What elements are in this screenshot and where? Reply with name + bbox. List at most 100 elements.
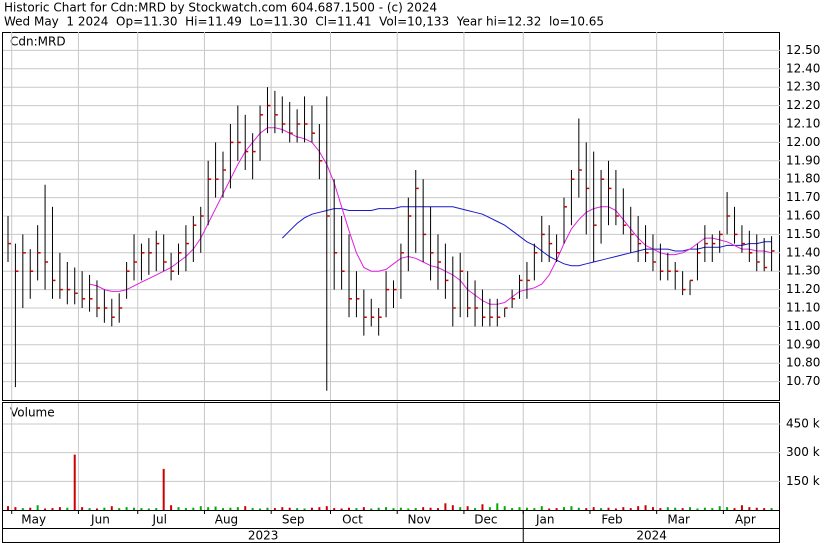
volume-bar (214, 506, 217, 510)
volume-bar (355, 508, 358, 510)
volume-bar (429, 507, 432, 510)
volume-bar (58, 507, 61, 510)
volume-bar (511, 508, 514, 510)
volume-bar (503, 506, 506, 510)
x-tick-label: Feb (601, 513, 622, 527)
volume-bar (325, 506, 328, 510)
volume-bar (577, 507, 580, 510)
volume-bar (770, 508, 773, 510)
y-tick-label: 12.40 (786, 61, 820, 75)
y-tick-label: 12.00 (786, 135, 820, 149)
volume-bar (88, 508, 91, 510)
y2-tick-label: 450 k (786, 417, 820, 431)
volume-bar (303, 508, 306, 510)
x-tick-label: Nov (407, 513, 430, 527)
volume-bar (414, 508, 417, 510)
volume-bar (273, 508, 276, 510)
volume-bar (310, 507, 313, 510)
volume-bar (140, 508, 143, 510)
x-tick-label: Jun (90, 513, 110, 527)
volume-bar (207, 507, 210, 510)
x-tick-label: Oct (342, 513, 363, 527)
volume-bar (459, 507, 462, 510)
y2-tick-label: 150 k (786, 474, 820, 488)
volume-bar (659, 508, 662, 510)
volume-bar (555, 508, 558, 510)
x-tick-label: Aug (215, 513, 238, 527)
volume-bar (14, 507, 17, 510)
volume-bar (681, 508, 684, 510)
volume-bar (674, 507, 677, 510)
volume-bar (422, 507, 425, 510)
volume-bar (221, 508, 224, 510)
volume-bar (81, 507, 84, 510)
volume-bar (585, 508, 588, 510)
volume-bar (703, 507, 706, 510)
volume-bar (103, 507, 106, 510)
volume-bar (184, 508, 187, 510)
volume-bar (563, 507, 566, 510)
year-label: 2023 (248, 529, 279, 543)
volume-bar (29, 507, 32, 510)
volume-bar (518, 507, 521, 510)
volume-bar (36, 505, 39, 510)
volume-bar (44, 508, 47, 510)
volume-bar (533, 508, 536, 510)
volume-bar (333, 508, 336, 510)
volume-bar (666, 507, 669, 510)
volume-bar (488, 507, 491, 510)
volume-bar (51, 508, 54, 510)
volume-bar (763, 508, 766, 510)
volume-bar (607, 507, 610, 510)
volume-bar (399, 507, 402, 510)
volume-bar (570, 506, 573, 510)
volume-bar (540, 506, 543, 510)
volume-bar (66, 507, 69, 510)
x-tick-label: Sep (282, 513, 305, 527)
x-tick-label: Dec (474, 513, 497, 527)
x-tick-label: Mar (667, 513, 690, 527)
volume-bar (548, 508, 551, 510)
chart-title: Historic Chart for Cdn:MRD by Stockwatch… (4, 1, 437, 15)
y-tick-label: 12.50 (786, 43, 820, 57)
volume-bar (377, 507, 380, 510)
volume-bar (118, 508, 121, 510)
y-tick-label: 11.70 (786, 190, 820, 204)
volume-bar (125, 507, 128, 510)
x-tick-label: May (21, 513, 46, 527)
volume-bar (481, 504, 484, 510)
volume-bar (340, 508, 343, 510)
volume-bar (726, 507, 729, 510)
y-tick-label: 11.50 (786, 227, 820, 241)
volume-bar (622, 507, 625, 510)
y-tick-label: 12.10 (786, 117, 820, 131)
volume-bar (451, 505, 454, 510)
volume-bar (637, 506, 640, 510)
volume-bar (525, 507, 528, 510)
volume-bar (711, 508, 714, 510)
year-label: 2024 (636, 529, 667, 543)
volume-bar (466, 506, 469, 510)
y-tick-label: 10.80 (786, 356, 820, 370)
volume-bar (244, 506, 247, 510)
volume-bar (199, 506, 202, 510)
volume-bar (192, 507, 195, 510)
volume-bar (281, 507, 284, 510)
y-tick-label: 11.80 (786, 172, 820, 186)
volume-bar (755, 507, 758, 510)
volume-bar (370, 508, 373, 510)
volume-bar (296, 508, 299, 510)
volume-bar (318, 507, 321, 510)
y-tick-label: 11.90 (786, 153, 820, 167)
volume-bar (748, 507, 751, 510)
volume-bar (155, 508, 158, 510)
volume-bar (110, 506, 113, 510)
volume-bar (629, 508, 632, 510)
volume-bar (689, 507, 692, 510)
volume-bar (229, 507, 232, 510)
volume-label: Volume (10, 406, 55, 420)
y-tick-label: 11.00 (786, 319, 820, 333)
volume-bar (385, 507, 388, 510)
y-tick-label: 11.30 (786, 264, 820, 278)
volume-bar (177, 507, 180, 510)
